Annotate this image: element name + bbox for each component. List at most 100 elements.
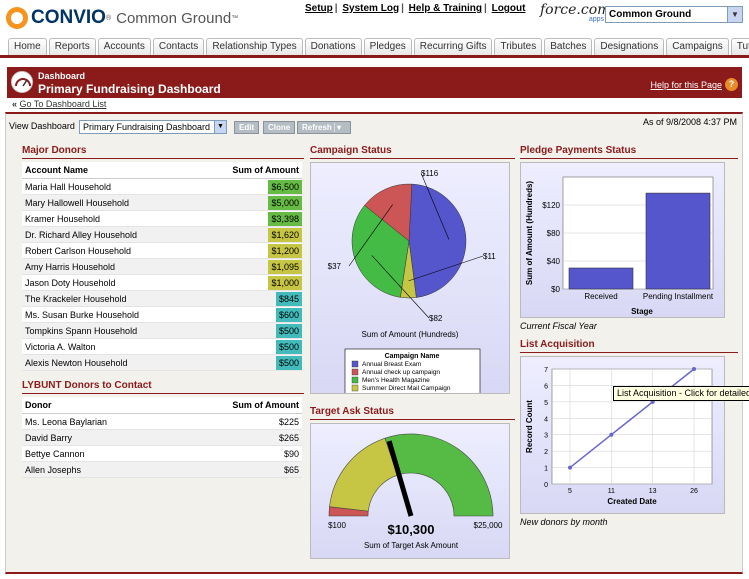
table-row[interactable]: Victoria A. Walton $500	[22, 338, 302, 355]
amount-cell: $3,398	[196, 210, 302, 227]
lybunt-table[interactable]: Donor Sum of Amount Ms. Leona Baylarian $…	[22, 397, 302, 478]
legend-swatch	[351, 384, 359, 392]
amount-cell: $500	[196, 338, 302, 355]
tab-tutorials[interactable]: Tutorials	[730, 38, 749, 55]
bar[interactable]	[645, 192, 711, 290]
amount-cell: $500	[196, 354, 302, 371]
tab-tributes[interactable]: Tributes	[494, 38, 543, 55]
refresh-button[interactable]: Refresh ▾	[297, 121, 351, 134]
view-dashboard-select[interactable]: Primary Fundraising Dashboard ▼	[79, 120, 227, 134]
major-donors-table[interactable]: Account Name Sum of Amount Maria Hall Ho…	[22, 162, 302, 371]
help-link[interactable]: Help for this Page	[650, 80, 722, 90]
amount-value: $1,620	[268, 227, 302, 242]
table-row[interactable]: Amy Harris Household $1,095	[22, 258, 302, 275]
chevron-down-icon[interactable]: ▼	[214, 121, 226, 133]
table-row[interactable]: Maria Hall Household $6,500	[22, 178, 302, 195]
data-point[interactable]	[568, 465, 572, 470]
pledge-payments-chart[interactable]: $0 $40 $80 $120 Received Pending Installment S…	[520, 162, 725, 318]
table-row[interactable]: David Barry $265	[22, 429, 302, 446]
tab-home[interactable]: Home	[8, 38, 47, 55]
x-tick-label: 11	[608, 488, 615, 495]
data-point[interactable]	[692, 367, 696, 371]
table-row[interactable]: Mary Hallowell Household $5,000	[22, 194, 302, 211]
table-row[interactable]: The Krackeler Household $845	[22, 290, 302, 307]
tab-donations[interactable]: Donations	[304, 38, 362, 55]
tab-pledges[interactable]: Pledges	[363, 38, 412, 55]
back-to-dashboard-list[interactable]: « Go To Dashboard List	[12, 99, 107, 109]
y-tick-label: $40	[547, 257, 561, 266]
amount-cell: $265	[175, 429, 302, 446]
y-tick-label: 5	[544, 400, 548, 407]
amount-cell: $1,200	[196, 242, 302, 259]
major-donors-title[interactable]: Major Donors	[22, 145, 304, 159]
dashboard-gauge-icon	[11, 71, 33, 93]
chevron-down-icon[interactable]: ▾	[334, 123, 342, 132]
campaign-status-chart[interactable]: $116 $11 $82 $37 Sum of Amount (Hundreds) Cam…	[310, 162, 510, 396]
pie-slice[interactable]	[351, 204, 410, 298]
amount-cell: $1,000	[196, 274, 302, 291]
clone-button[interactable]: Clone	[263, 121, 296, 134]
bar[interactable]	[568, 267, 634, 290]
gauge-min-label: $100	[328, 521, 346, 530]
table-row[interactable]: Tompkins Spann Household $500	[22, 322, 302, 339]
pledge-payments-title[interactable]: Pledge Payments Status	[520, 145, 738, 159]
left-column: Major Donors Account Name Sum of Amount …	[22, 145, 304, 478]
campaign-status-title[interactable]: Campaign Status	[310, 145, 515, 159]
target-ask-title[interactable]: Target Ask Status	[310, 406, 515, 420]
pie-slice[interactable]	[364, 183, 413, 242]
series-line[interactable]	[569, 368, 695, 469]
setup-link[interactable]: Setup	[305, 3, 333, 14]
tab-contacts[interactable]: Contacts	[152, 38, 205, 55]
tab-accounts[interactable]: Accounts	[97, 38, 151, 55]
donor-name: Ms. Leona Baylarian	[22, 413, 176, 430]
list-acquisition-caption: New donors by month	[520, 517, 608, 527]
forcecom-apps: apps	[588, 16, 604, 23]
y-tick-label: 7	[544, 367, 548, 374]
table-row[interactable]: Kramer Household $3,398	[22, 210, 302, 227]
legend-entry: Annual check up campaign	[362, 369, 440, 376]
table-row[interactable]: Alexis Newton Household $500	[22, 354, 302, 371]
table-row[interactable]: Robert Carlson Household $1,200	[22, 242, 302, 259]
table-row[interactable]: Ms. Leona Baylarian $225	[22, 413, 302, 430]
as-of-timestamp: As of 9/8/2008 4:37 PM	[642, 117, 737, 127]
tab-designations[interactable]: Designations	[594, 38, 665, 55]
table-row[interactable]: Ms. Susan Burke Household $600	[22, 306, 302, 323]
help-icon[interactable]: ?	[725, 78, 738, 91]
list-acquisition-title[interactable]: List Acquisition	[520, 339, 738, 353]
amount-value: $600	[275, 307, 302, 322]
help-training-link[interactable]: Help & Training	[408, 3, 482, 14]
lybunt-title[interactable]: LYBUNT Donors to Contact	[22, 380, 304, 394]
table-row[interactable]: Allen Josephs $65	[22, 461, 302, 478]
amount-cell: $90	[175, 445, 302, 462]
tab-campaigns[interactable]: Campaigns	[666, 38, 729, 55]
table-row[interactable]: Dr. Richard Alley Household $1,620	[22, 226, 302, 243]
pie-slice[interactable]	[408, 183, 467, 298]
tab-relationship-types[interactable]: Relationship Types	[206, 38, 303, 55]
pie-data-label: $37	[328, 262, 342, 271]
convio-logo[interactable]: CONVIO ® Common Ground ™	[6, 6, 238, 30]
data-point[interactable]	[609, 432, 614, 437]
chart-tooltip: List Acquisition - Click for detailed re…	[613, 386, 749, 401]
legend-swatch	[351, 360, 359, 368]
pie-leader-line	[420, 172, 450, 240]
dashboard-subtitle: Dashboard	[38, 71, 86, 81]
table-row[interactable]: Jason Doty Household $1,000	[22, 274, 302, 291]
app-selector[interactable]: Common Ground ▼	[605, 6, 743, 23]
edit-button[interactable]: Edit	[234, 121, 260, 134]
table-row[interactable]: Bettye Cannon $90	[22, 445, 302, 462]
tab-reports[interactable]: Reports	[48, 38, 96, 55]
donor-name: Kramer Household	[22, 210, 197, 227]
tab-recurring-gifts[interactable]: Recurring Gifts	[413, 38, 493, 55]
tab-batches[interactable]: Batches	[544, 38, 593, 55]
logout-link[interactable]: Logout	[491, 3, 526, 14]
target-ask-chart[interactable]: $100 $25,000 $10,300 Sum of Target Ask Amou…	[310, 423, 510, 559]
convio-logo-icon	[6, 7, 28, 29]
x-axis-label: Created Date	[607, 497, 657, 506]
pie-data-label: $11	[483, 252, 496, 261]
system-log-link[interactable]: System Log	[342, 3, 400, 14]
chevron-down-icon[interactable]: ▼	[727, 7, 742, 22]
dashboard-header: Dashboard Primary Fundraising Dashboard …	[7, 67, 742, 98]
list-acquisition-chart[interactable]: 0 1 2 3 4 5 6 7 5 11 13 26 Created Date Record Count	[520, 356, 725, 514]
x-tick-label: 13	[649, 488, 657, 495]
gauge-max-label: $25,000	[474, 521, 503, 530]
